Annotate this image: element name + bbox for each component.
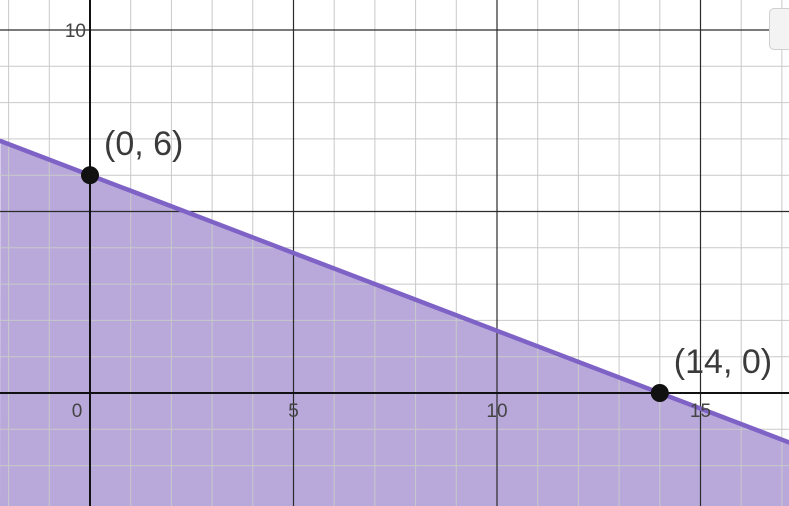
point-label: (0, 6): [104, 125, 183, 163]
y-tick-label: 10: [65, 21, 86, 42]
x-tick-label: 10: [486, 401, 507, 422]
shaded-region: [0, 140, 789, 506]
data-point: [81, 166, 99, 185]
point-label: (14, 0): [674, 343, 772, 381]
graph-settings-tab[interactable]: [769, 8, 789, 50]
x-tick-label: 0: [72, 401, 83, 422]
x-tick-label: 15: [690, 401, 711, 422]
x-tick-label: 5: [288, 401, 299, 422]
data-point: [650, 384, 669, 402]
